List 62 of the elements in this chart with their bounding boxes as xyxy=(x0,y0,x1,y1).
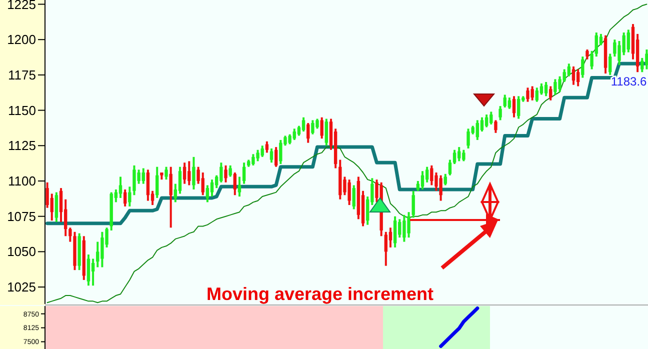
y-tick-label: 1200 xyxy=(7,32,36,48)
candlestick xyxy=(512,95,516,118)
annotation: Moving average increment xyxy=(206,284,434,304)
y-tick-label: 1225 xyxy=(7,0,36,12)
candlestick xyxy=(169,166,172,229)
candlestick xyxy=(242,162,246,185)
candlestick xyxy=(228,164,232,178)
candlestick xyxy=(324,118,328,147)
candlestick xyxy=(352,184,356,210)
candlestick xyxy=(182,162,186,185)
candlestick xyxy=(581,56,584,79)
candlestick xyxy=(91,258,95,287)
candlestick xyxy=(494,119,498,134)
candlestick xyxy=(86,254,90,287)
candlestick xyxy=(156,166,159,199)
candlestick xyxy=(302,116,306,132)
candlestick xyxy=(206,184,210,204)
candlestick xyxy=(544,81,548,98)
annotation: 1183.6 xyxy=(610,74,648,89)
candlestick xyxy=(233,172,236,196)
candlestick xyxy=(123,188,127,208)
candlestick xyxy=(425,166,429,184)
candlestick xyxy=(320,116,324,140)
line-series xyxy=(46,4,648,304)
candlestick xyxy=(388,226,392,248)
candlestick xyxy=(270,147,274,164)
candlestick xyxy=(416,180,420,192)
candlestick xyxy=(444,172,447,186)
y-tick-label: 1075 xyxy=(7,208,36,224)
candlestick xyxy=(164,166,168,181)
y-tick-label: 1100 xyxy=(8,174,36,189)
candlestick xyxy=(498,105,502,122)
candlestick xyxy=(274,146,278,168)
candlestick xyxy=(448,158,452,176)
candlestick xyxy=(572,65,576,86)
candlestick xyxy=(576,68,580,88)
y-tick-label: 1125 xyxy=(8,138,36,154)
candlestick xyxy=(265,140,269,154)
candlestick xyxy=(54,191,58,223)
candlestick xyxy=(586,48,589,60)
y-tick-label: 1050 xyxy=(7,244,36,260)
candlestick xyxy=(508,96,512,110)
candlestick xyxy=(549,85,552,102)
candlestick xyxy=(306,122,310,144)
y-tick-label: 1025 xyxy=(7,280,36,295)
candlestick xyxy=(118,176,122,199)
line-series xyxy=(439,306,480,348)
candlestick xyxy=(393,215,397,248)
candlestick xyxy=(210,178,214,198)
candlestick xyxy=(146,168,150,202)
candlestick xyxy=(224,164,228,184)
candlestick xyxy=(238,176,242,198)
candlestick xyxy=(452,148,456,166)
candlestick xyxy=(178,166,182,195)
y-tick-label: 1150 xyxy=(8,102,36,118)
candlestick xyxy=(420,170,424,190)
candlestick xyxy=(192,156,196,190)
candlestick xyxy=(590,50,594,70)
y-tick-label: 1175 xyxy=(8,67,36,82)
candlestick xyxy=(640,56,644,74)
candlestick xyxy=(484,114,488,128)
candlestick xyxy=(608,52,612,76)
